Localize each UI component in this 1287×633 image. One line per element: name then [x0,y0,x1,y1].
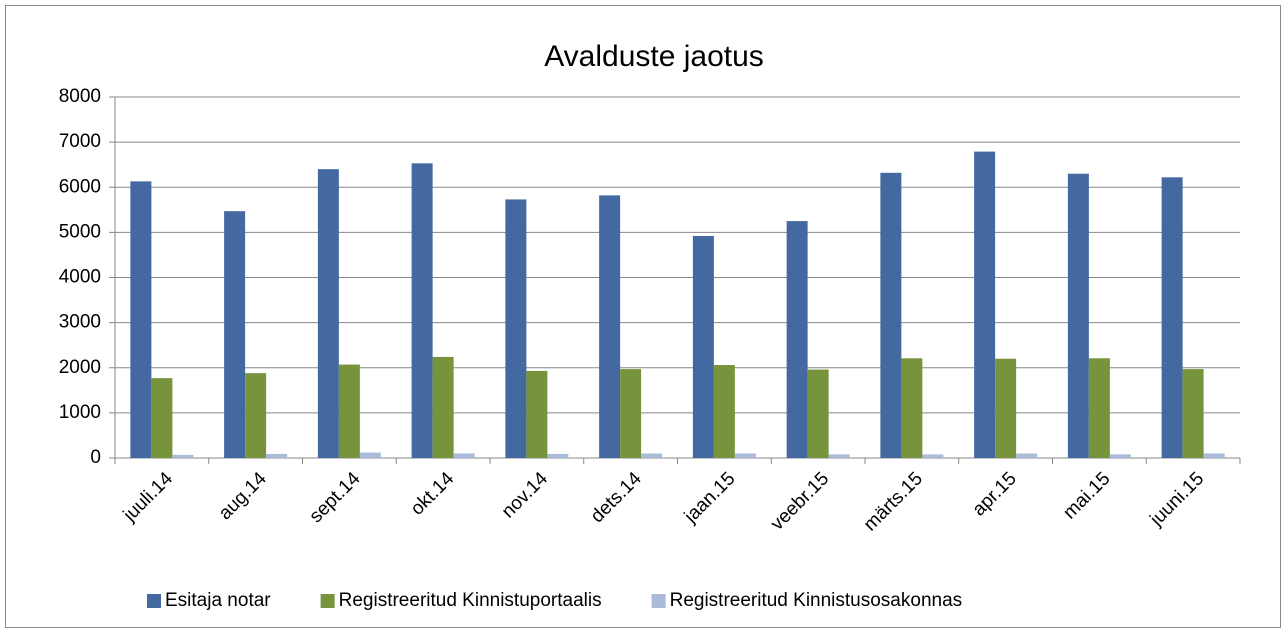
y-tick-label: 7000 [59,131,101,152]
bar [807,369,829,458]
y-tick-label: 1000 [59,402,101,423]
bar [1203,453,1225,458]
bar [1161,177,1183,458]
bar [786,221,808,458]
bar [547,453,569,458]
legend-label: Registreeritud Kinnistusosakonnas [670,590,963,611]
bar [505,199,527,458]
legend-swatch [320,594,335,608]
bar [266,453,288,458]
bar [130,181,152,459]
bar [1182,369,1204,458]
bar [692,235,714,458]
bar [734,453,756,458]
bar [641,453,663,458]
bar [411,163,433,459]
bar [995,358,1017,458]
bar [526,370,548,458]
y-tick-label: 5000 [59,221,101,242]
bar [828,454,850,458]
bar [172,454,194,458]
bar [974,151,996,458]
bar [713,365,735,458]
bar [359,452,381,458]
chart-title: Avalduste jaotus [544,40,764,73]
legend-swatch [651,594,666,608]
legend-swatch [147,594,161,608]
legend-label: Esitaja notar [165,590,271,611]
y-tick-label: 6000 [59,176,101,197]
y-tick-label: 2000 [59,357,101,378]
bar [453,453,475,458]
bar [317,169,339,458]
bar [922,454,944,458]
chart-border [5,5,1281,628]
bar [224,211,246,458]
bar [151,378,173,458]
legend-label: Registreeritud Kinnistuportaalis [339,590,602,611]
bar [620,369,642,458]
bar [880,172,902,458]
bar [1067,173,1089,458]
bar [1109,454,1131,458]
y-tick-label: 3000 [59,312,101,333]
bar [432,356,454,458]
bar [599,195,621,458]
bar [1016,453,1038,458]
bar [338,364,360,458]
y-tick-label: 8000 [59,86,101,107]
y-tick-label: 0 [90,447,101,468]
bar [1088,358,1110,458]
bar [245,373,267,458]
bar [901,358,923,458]
y-tick-label: 4000 [59,267,101,288]
